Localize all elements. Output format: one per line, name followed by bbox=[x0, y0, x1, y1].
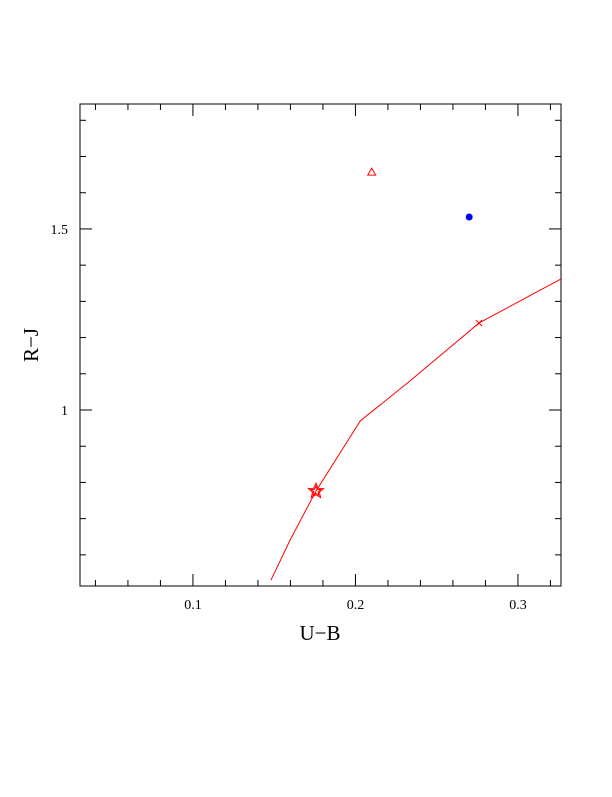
triangle-marker bbox=[366, 167, 377, 176]
plot-frame bbox=[79, 103, 562, 587]
y-tick-label: 1.5 bbox=[51, 223, 69, 238]
dot-marker bbox=[465, 213, 473, 221]
star-marker bbox=[309, 484, 322, 497]
y-tick-label: 1 bbox=[61, 404, 68, 419]
star-marker bbox=[307, 481, 325, 499]
x-axis-label: U−B bbox=[299, 621, 340, 645]
cross-marker bbox=[475, 319, 483, 327]
x-tick-label: 0.2 bbox=[347, 598, 365, 613]
y-axis-label: R−J bbox=[19, 328, 43, 362]
x-tick-label: 0.3 bbox=[509, 598, 527, 613]
x-tick-label: 0.1 bbox=[184, 598, 202, 613]
curve bbox=[270, 278, 562, 581]
